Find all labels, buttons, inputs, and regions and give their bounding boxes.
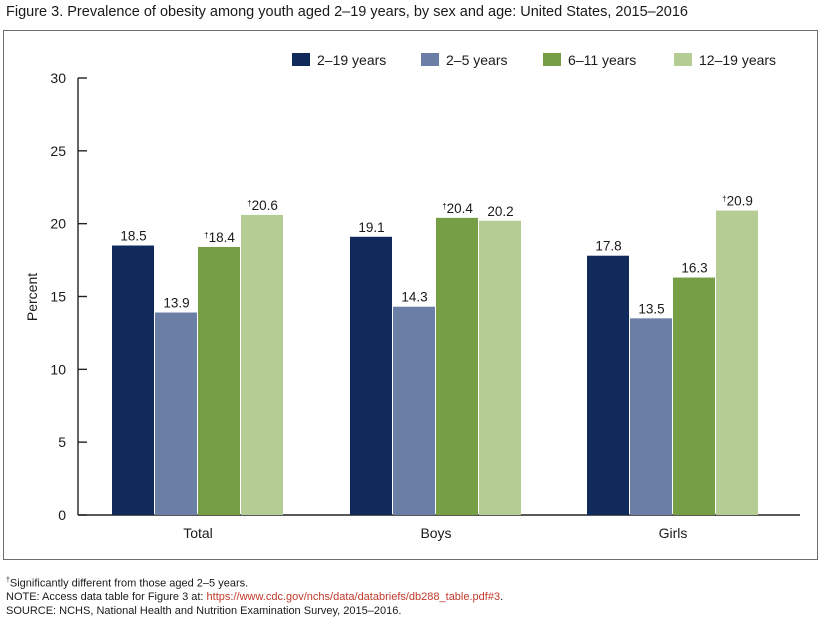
- x-category-label: Boys: [420, 525, 451, 541]
- data-value: 20.9: [727, 194, 753, 209]
- y-tick-label: 25: [50, 143, 66, 159]
- data-label: †20.4: [442, 201, 473, 216]
- bar: [155, 312, 197, 515]
- data-value: 20.6: [252, 198, 278, 213]
- chart-notes: †Significantly different from those aged…: [6, 574, 503, 618]
- source-line: SOURCE: NCHS, National Health and Nutrit…: [6, 604, 402, 617]
- y-tick-label: 10: [50, 361, 66, 377]
- data-label: 14.3: [401, 290, 427, 305]
- bar: [112, 245, 154, 515]
- bar: [673, 277, 715, 515]
- bar: [393, 306, 435, 515]
- bar: [350, 236, 392, 515]
- data-label: 18.5: [120, 229, 146, 244]
- data-label: 17.8: [595, 239, 621, 254]
- y-tick-label: 30: [50, 70, 66, 86]
- data-value: 20.4: [447, 201, 474, 216]
- bar-chart: 051015202530Percent18.513.9†18.4†20.619.…: [24, 52, 800, 541]
- note-suffix: .: [500, 591, 504, 604]
- x-category-label: Girls: [659, 525, 688, 541]
- y-axis-label: Percent: [24, 273, 40, 321]
- legend-label: 2–5 years: [446, 52, 507, 68]
- bar: [198, 246, 240, 515]
- data-table-link[interactable]: https://www.cdc.gov/nchs/data/databriefs…: [206, 591, 501, 604]
- footnote: †Significantly different from those aged…: [6, 574, 503, 591]
- bar: [630, 318, 672, 515]
- data-label: 19.1: [358, 220, 384, 235]
- y-tick-label: 20: [50, 216, 66, 232]
- y-tick-label: 5: [58, 434, 66, 450]
- y-tick-label: 15: [50, 289, 66, 305]
- bar: [587, 255, 629, 516]
- footnote-text: Significantly different from those aged …: [9, 577, 249, 590]
- bar: [479, 220, 521, 515]
- legend-swatch: [421, 53, 439, 66]
- data-label: †20.9: [722, 194, 753, 209]
- bar: [436, 217, 478, 515]
- legend-swatch: [292, 53, 310, 66]
- note-line: NOTE: Access data table for Figure 3 at:…: [6, 591, 503, 605]
- legend-label: 6–11 years: [568, 52, 636, 68]
- data-label: 16.3: [681, 261, 707, 276]
- data-label: †20.6: [247, 198, 278, 213]
- legend-label: 12–19 years: [699, 52, 776, 68]
- significance-dagger: †: [247, 199, 251, 208]
- significance-dagger: †: [442, 202, 446, 211]
- bar: [716, 210, 758, 515]
- bar: [241, 214, 283, 515]
- chart-frame: 0 5 10 15 20 25 30 Percent 18.5 13.9 †18.4 †20.6 19.…: [3, 30, 818, 560]
- data-label: †18.4: [204, 230, 235, 245]
- significance-dagger: †: [722, 195, 726, 204]
- x-category-label: Total: [183, 525, 213, 541]
- legend-swatch: [674, 53, 692, 66]
- data-value: 18.4: [209, 230, 236, 245]
- figure-title: Figure 3. Prevalence of obesity among yo…: [6, 4, 688, 20]
- y-tick-label: 0: [58, 507, 66, 523]
- footnote-dagger: †: [6, 577, 10, 584]
- significance-dagger: †: [204, 231, 208, 240]
- data-label: 20.2: [487, 204, 513, 219]
- legend-swatch: [543, 53, 561, 66]
- legend-label: 2–19 years: [317, 52, 386, 68]
- note-prefix: NOTE: Access data table for Figure 3 at:: [6, 591, 207, 604]
- data-label: 13.9: [163, 296, 189, 311]
- data-label: 13.5: [638, 301, 664, 316]
